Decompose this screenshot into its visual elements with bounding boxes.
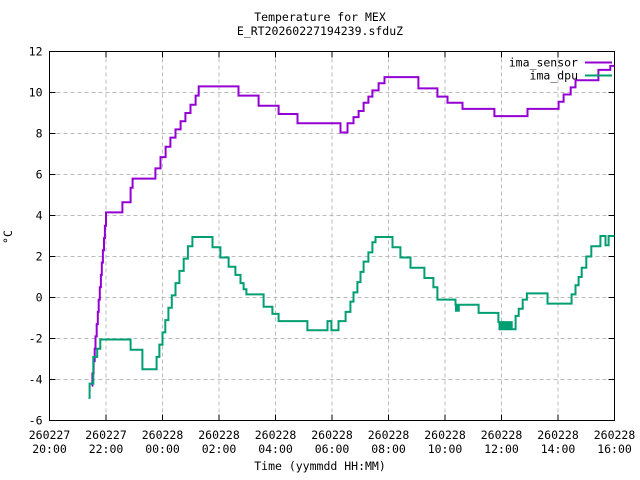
chart-subtitle: E_RT20260227194239.sfduZ: [236, 24, 404, 38]
x-axis-label: Time (yymmdd HH:MM): [254, 459, 386, 473]
x-tick-label-time: 02:00: [202, 442, 237, 456]
y-tick-label: 4: [36, 209, 43, 223]
legend-label-ima_sensor: ima_sensor: [509, 56, 578, 70]
y-tick-label: -4: [29, 373, 43, 387]
y-tick-label: 8: [36, 127, 43, 141]
x-tick-label-date: 260228: [537, 428, 579, 442]
x-tick-label-time: 10:00: [428, 442, 463, 456]
x-tick-label-time: 14:00: [541, 442, 576, 456]
y-tick-label: 10: [29, 86, 43, 100]
x-tick-label-time: 04:00: [258, 442, 293, 456]
chart-title: Temperature for MEX: [254, 10, 386, 24]
y-tick-label: 2: [36, 250, 43, 264]
y-tick-label: 12: [29, 45, 43, 59]
y-axis-label: °C: [1, 230, 15, 244]
y-tick-label: 6: [36, 168, 43, 182]
x-tick-label-date: 260228: [311, 428, 353, 442]
x-tick-label-time: 08:00: [371, 442, 406, 456]
series-ima_sensor: [91, 64, 615, 387]
series-ima_dpu: [88, 235, 615, 399]
legend-label-ima_dpu: ima_dpu: [530, 69, 578, 83]
x-tick-label-time: 00:00: [145, 442, 180, 456]
y-tick-label: -6: [29, 414, 43, 428]
x-tick-label-date: 260228: [594, 428, 636, 442]
x-tick-label-date: 260228: [198, 428, 240, 442]
x-tick-label-date: 260227: [29, 428, 71, 442]
x-tick-label-date: 260228: [481, 428, 523, 442]
x-tick-label-time: 06:00: [315, 442, 350, 456]
x-tick-label-date: 260228: [368, 428, 410, 442]
x-tick-label-date: 260228: [142, 428, 184, 442]
x-tick-label-date: 260228: [255, 428, 297, 442]
x-tick-label-time: 12:00: [484, 442, 519, 456]
y-tick-label: 0: [36, 291, 43, 305]
y-tick-label: -2: [29, 332, 43, 346]
x-tick-label-date: 260227: [85, 428, 127, 442]
x-tick-label-date: 260228: [424, 428, 466, 442]
x-tick-label-time: 20:00: [32, 442, 67, 456]
x-tick-label-time: 16:00: [597, 442, 632, 456]
x-tick-label-time: 22:00: [89, 442, 124, 456]
